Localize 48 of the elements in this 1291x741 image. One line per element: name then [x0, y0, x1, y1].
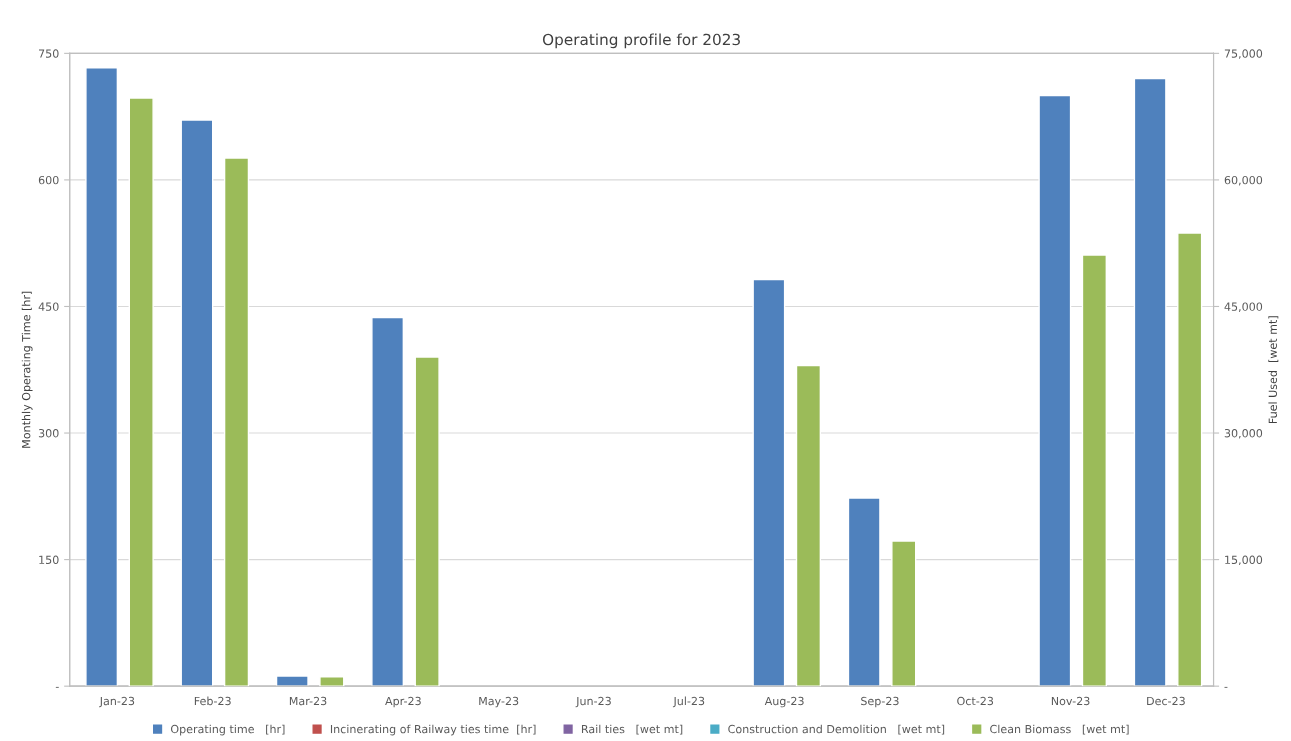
bar — [795, 364, 822, 687]
legend-label: Operating time [hr] — [170, 724, 285, 736]
y-tick-label: 300 — [38, 429, 59, 438]
x-tick-label: Jul-23 — [672, 696, 705, 708]
bar — [1177, 232, 1203, 687]
y2-tick-label: - — [1224, 686, 1228, 688]
x-tick-label: Feb-23 — [194, 696, 231, 706]
x-tick-label: Jun-23 — [575, 696, 611, 708]
y-tick-label: 600 — [38, 175, 59, 185]
x-tick-label: Mar-23 — [289, 696, 327, 706]
bar — [414, 356, 440, 687]
x-tick-label: Apr-23 — [385, 696, 421, 708]
bar — [1038, 94, 1072, 687]
bar — [752, 278, 786, 687]
bar — [85, 67, 119, 687]
chart-title: Operating profile for 2023 — [542, 33, 740, 49]
y2-tick-label: 30,000 — [1224, 429, 1263, 439]
bar — [223, 157, 250, 687]
x-tick-label: Aug-23 — [764, 696, 804, 708]
y2-tick-label: 15,000 — [1225, 555, 1263, 566]
y-tick-label: - — [55, 686, 59, 688]
bar — [180, 119, 214, 687]
y-tick-label: 150 — [39, 555, 59, 564]
x-tick-label: Dec-23 — [1147, 696, 1185, 706]
legend-label: Incinerating of Railway ties time [hr] — [330, 724, 536, 736]
bar — [128, 97, 154, 687]
bar — [371, 316, 405, 687]
y2-tick-label: 45,000 — [1224, 302, 1263, 312]
y-tick-label: 450 — [38, 302, 59, 311]
y2-tick-label: 75,000 — [1224, 49, 1263, 59]
y2-tick-label: 60,000 — [1224, 175, 1263, 186]
bar — [319, 676, 345, 687]
legend-label: Construction and Demolition [wet mt] — [728, 724, 945, 735]
legend-label: Clean Biomass [wet mt] — [990, 724, 1129, 735]
y2-axis-title: Fuel Used [wet mt] — [1268, 316, 1279, 424]
x-tick-label: Nov-23 — [1051, 696, 1090, 706]
x-tick-label: Oct-23 — [957, 696, 994, 706]
x-tick-label: Jan-23 — [99, 696, 135, 708]
legend-label: Rail ties [wet mt] — [581, 724, 683, 735]
bar — [275, 675, 309, 687]
x-tick-label: May-23 — [479, 696, 519, 708]
bar — [847, 497, 881, 687]
x-tick-label: Sep-23 — [861, 696, 899, 708]
bar — [891, 540, 917, 687]
y-tick-label: 750 — [39, 49, 59, 58]
y-axis-title: Monthly Operating Time [hr] — [21, 291, 33, 448]
bar — [1133, 77, 1167, 687]
bar — [1081, 254, 1108, 687]
